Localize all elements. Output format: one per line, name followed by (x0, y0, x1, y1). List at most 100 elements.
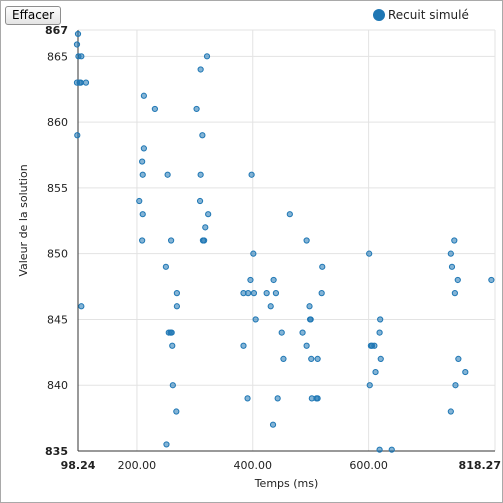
data-point (248, 171, 255, 178)
data-point (168, 329, 175, 336)
data-point (196, 197, 204, 205)
data-point (372, 368, 379, 376)
data-point (202, 224, 209, 231)
legend-swatch (373, 9, 385, 21)
x-tick-label: 200.00 (118, 459, 157, 472)
data-point (366, 250, 373, 257)
data-point (74, 30, 82, 38)
data-point (169, 342, 176, 349)
data-point (448, 263, 456, 270)
data-point (205, 211, 212, 218)
data-point (270, 276, 277, 284)
data-point (388, 446, 395, 453)
data-point (201, 237, 208, 244)
y-tick-label: 835 (45, 445, 68, 458)
data-point (73, 41, 81, 48)
data-point (199, 132, 206, 139)
data-point (269, 421, 277, 428)
data-point (240, 342, 247, 349)
legend: Recuit simulé (373, 8, 469, 22)
data-point (307, 316, 314, 323)
data-point (139, 211, 146, 218)
data-point (451, 237, 458, 244)
data-point (376, 329, 383, 336)
y-tick-label: 840 (47, 379, 68, 392)
data-point (272, 290, 280, 297)
y-tick-label: 865 (47, 50, 68, 63)
data-point (452, 382, 459, 389)
data-point (447, 250, 454, 257)
data-point (318, 290, 325, 297)
data-point (250, 290, 258, 297)
data-point (193, 105, 200, 113)
data-point (139, 171, 146, 178)
y-tick-label: 845 (47, 313, 68, 326)
data-point (454, 276, 461, 284)
grid-layer (78, 29, 496, 451)
data-point (245, 290, 252, 297)
data-point (319, 263, 326, 270)
data-point (168, 237, 175, 244)
data-point (250, 250, 257, 257)
data-point (74, 132, 81, 139)
data-point (82, 79, 90, 86)
data-point (173, 290, 180, 297)
data-point (488, 276, 495, 284)
data-point (252, 316, 259, 323)
data-point (136, 197, 143, 205)
axis-layer: 835 840 845 850 855 860 865 867 98.24 200.00 400.0… (45, 24, 501, 472)
data-point (247, 276, 254, 284)
y-axis-title: Valeur de la solution (17, 164, 30, 276)
data-point (455, 355, 462, 363)
data-point (278, 329, 285, 336)
data-point (164, 171, 171, 178)
clear-button[interactable]: Effacer (5, 6, 62, 25)
data-point (303, 237, 310, 244)
x-tick-label: 600.00 (349, 459, 388, 472)
y-tick-label: 855 (47, 182, 68, 195)
data-point (280, 355, 287, 363)
data-point (299, 329, 306, 336)
data-point (308, 355, 315, 363)
data-point (377, 316, 384, 323)
data-point (314, 395, 321, 402)
x-tick-label: 400.00 (234, 459, 273, 472)
data-point (78, 53, 85, 60)
data-point (163, 441, 170, 448)
data-point (447, 408, 454, 415)
data-point (263, 290, 270, 297)
data-point (244, 395, 251, 402)
data-point (274, 395, 281, 402)
data-point (203, 53, 211, 60)
data-point (376, 446, 383, 453)
legend-label: Recuit simulé (388, 8, 469, 22)
data-point (140, 92, 147, 99)
data-point (314, 355, 321, 363)
data-point (173, 408, 180, 415)
data-point (366, 382, 373, 389)
data-point (451, 290, 458, 297)
data-point (140, 145, 147, 152)
data-point (286, 211, 293, 218)
data-point (197, 66, 204, 73)
data-point (197, 171, 204, 178)
data-point (303, 342, 310, 349)
data-point (151, 105, 158, 113)
data-point (371, 342, 378, 349)
data-point (139, 158, 146, 165)
data-point (306, 303, 313, 310)
data-point (169, 382, 176, 389)
y-tick-label: 867 (45, 24, 68, 37)
data-point (78, 303, 85, 310)
x-axis-title: Temps (ms) (254, 477, 319, 490)
data-point (267, 303, 274, 310)
data-point (462, 368, 469, 376)
y-tick-label: 850 (47, 248, 68, 261)
data-point (162, 263, 169, 270)
data-points (73, 30, 495, 453)
y-tick-label: 860 (47, 116, 68, 129)
data-point (173, 303, 180, 310)
data-point (139, 237, 146, 244)
x-tick-label: 818.27 (459, 459, 501, 472)
